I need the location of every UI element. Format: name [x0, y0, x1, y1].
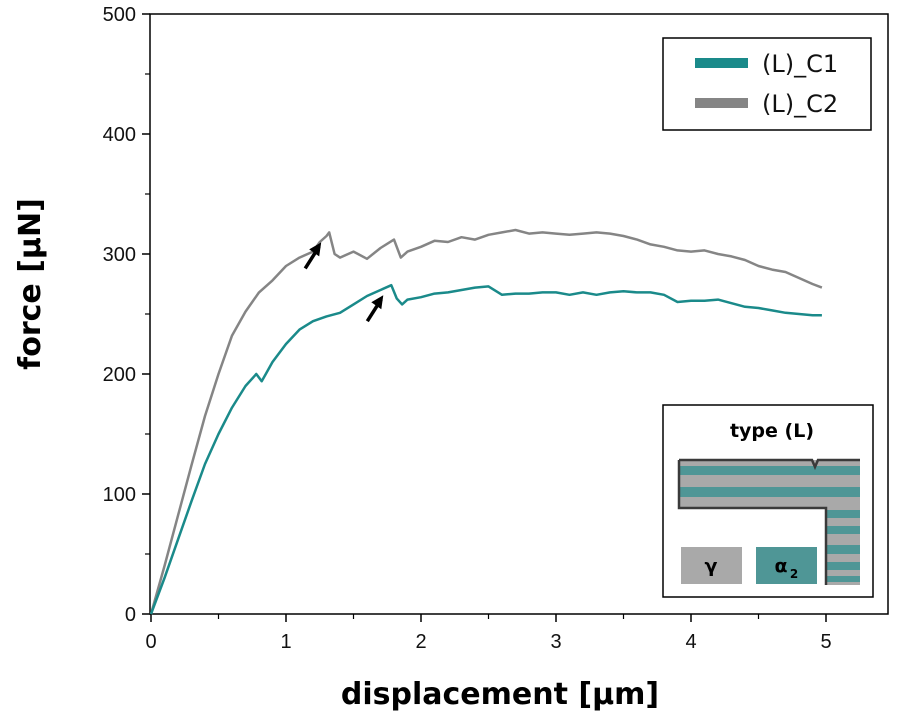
x-tick-label: 4 [685, 631, 696, 653]
lamella-alpha2-stripe [826, 545, 860, 554]
series-line-2 [149, 228, 823, 615]
legend-swatch-series-2 [695, 98, 748, 108]
legend-swatch-series-1 [695, 58, 748, 68]
x-tick-label: 5 [820, 631, 831, 653]
lamella-alpha2-stripe [826, 526, 860, 534]
alpha2-phase-box [756, 547, 817, 584]
y-tick-label: 0 [125, 604, 136, 626]
y-tick-label: 300 [103, 244, 136, 266]
lamella-alpha2-stripe [826, 562, 860, 570]
y-tick-label: 400 [103, 124, 136, 146]
lamella-alpha2-stripe [679, 487, 860, 497]
x-tick-label: 2 [415, 631, 426, 653]
axis-ticks [142, 13, 827, 622]
y-tick-label: 200 [103, 364, 136, 386]
y-tick-labels: 0 100 200 300 400 500 [103, 4, 136, 626]
legend-label-series-1: (L)_C1 [762, 50, 838, 78]
lamella-alpha2-stripe [679, 466, 860, 475]
x-tick-label: 0 [145, 631, 156, 653]
series-line-1 [149, 283, 822, 615]
arrow-head [309, 242, 322, 257]
inset-schematic: type (L) γ α 2 [662, 404, 874, 598]
legend: (L)_C1 (L)_C2 [662, 37, 872, 131]
y-axis-title: force [µN] [13, 198, 48, 370]
lamella-alpha2-stripe [826, 576, 860, 582]
inset-title: type (L) [730, 420, 814, 442]
y-tick-label: 500 [103, 4, 136, 26]
lamellar-structure-schematic [677, 458, 860, 585]
lamella-outline [677, 458, 860, 585]
alpha2-phase-label: α [774, 555, 787, 577]
gamma-phase-label: γ [705, 555, 718, 577]
lamella-alpha2-stripe [826, 510, 860, 518]
alpha2-phase-subscript: 2 [790, 567, 798, 581]
arrow-head [371, 295, 384, 310]
legend-label-series-2: (L)_C2 [762, 90, 838, 118]
legend-box [662, 37, 872, 131]
gamma-phase-box [681, 547, 742, 584]
x-tick-labels: 0 1 2 3 4 5 [145, 631, 831, 653]
y-tick-label: 100 [103, 484, 136, 506]
x-tick-label: 1 [280, 631, 291, 653]
x-tick-label: 3 [550, 631, 561, 653]
peak-arrows [303, 242, 384, 323]
x-axis-title: displacement [µm] [341, 677, 659, 712]
data-series [149, 228, 823, 615]
